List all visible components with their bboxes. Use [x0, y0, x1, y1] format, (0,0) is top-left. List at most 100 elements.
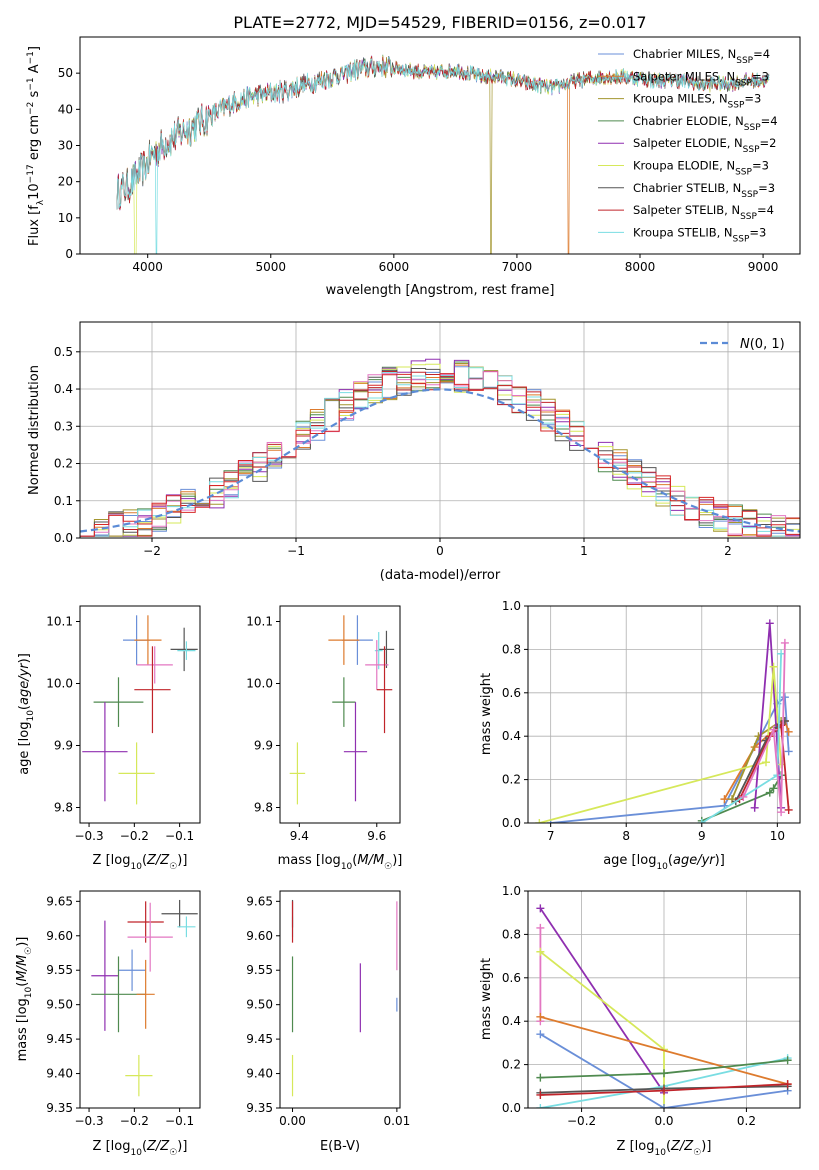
x-axis-label: wavelength [Angstrom, rest frame]	[326, 283, 555, 298]
y-tick-label: 0	[65, 247, 73, 261]
x-axis-label: age [log10(age/yr)]	[603, 853, 725, 872]
weight-line	[539, 666, 782, 823]
y-tick-label: 9.60	[46, 929, 73, 943]
x-tick-label: −0.2	[120, 829, 149, 843]
x-axis-label: Z [log10(Z/Z☉)]	[617, 1139, 712, 1158]
weight-marker	[769, 662, 778, 671]
legend-label: Kroupa ELODIE, NSSP=3	[633, 159, 769, 178]
y-tick-label: 9.55	[46, 963, 73, 977]
weight-marker	[536, 1073, 545, 1082]
panel-weight_vs_age: 7 8 9 10 0.0 0.2 0.4 0.6 0.8 1.0 age [log10(age/yr…	[479, 599, 801, 872]
weight-marker	[536, 947, 545, 956]
y-tick-label: 9.45	[246, 1032, 273, 1046]
plot-area	[291, 899, 398, 1097]
y-tick-label: 0.4	[502, 729, 521, 743]
weight-marker	[780, 717, 789, 726]
y-tick-label: 9.8	[254, 801, 273, 815]
weight-marker	[536, 1030, 545, 1039]
x-tick-label: 9.4	[290, 829, 309, 843]
axes-frame	[79, 890, 201, 1109]
x-tick-label: 0.2	[737, 1114, 756, 1128]
weight-marker	[536, 1104, 545, 1108]
weight-marker	[536, 1012, 545, 1021]
weight-line	[550, 695, 790, 823]
y-tick-label: 40	[58, 102, 73, 116]
x-tick-label: −0.1	[165, 829, 194, 843]
y-tick-label: 1.0	[502, 884, 521, 898]
weight-line	[539, 951, 665, 1108]
legend-label: Chabrier MILES, NSSP=4	[633, 47, 770, 66]
legend-label: Chabrier STELIB, NSSP=3	[633, 181, 775, 200]
y-tick-label: 9.50	[46, 998, 73, 1012]
panel-age_vs_Z: −0.3 −0.2 −0.1 9.8 9.9 10.0 10.1 Z [log10(Z/Z☉)…	[17, 605, 201, 872]
panel-weight_vs_Z: −0.2 0.0 0.2 0.0 0.2 0.4 0.6 0.8 1.0 Z [log10(Z/Z…	[479, 884, 801, 1158]
x-tick-label: 8	[622, 829, 630, 843]
weight-marker	[769, 725, 778, 734]
y-axis-label: Flux [fλ10−17 erg cm−2 s−1 A−1]	[26, 46, 46, 246]
y-axis-label: mass weight	[479, 673, 494, 755]
x-axis-label: (data-model)/error	[380, 568, 501, 583]
y-tick-label: 9.9	[254, 739, 273, 753]
plot-area	[116, 54, 770, 254]
weight-marker	[536, 904, 545, 913]
weight-marker	[765, 619, 774, 628]
x-tick-label: 5000	[255, 260, 286, 274]
y-tick-label: 0.0	[54, 531, 73, 545]
y-tick-label: 10.0	[46, 677, 73, 691]
legend-label: Salpeter ELODIE, NSSP=2	[633, 136, 776, 155]
y-tick-label: 0.8	[502, 642, 521, 656]
weight-line	[742, 642, 786, 813]
y-tick-label: 9.35	[46, 1101, 73, 1115]
plot-area	[536, 904, 792, 1108]
x-tick-label: 0.01	[384, 1114, 411, 1128]
weight-marker	[777, 808, 786, 817]
y-tick-label: 1.0	[502, 599, 521, 613]
weight-line	[540, 1016, 788, 1085]
axes-frame	[279, 605, 401, 824]
y-tick-label: 0.2	[502, 1058, 521, 1072]
y-tick-label: 0.1	[54, 494, 73, 508]
y-tick-label: 0.3	[54, 419, 73, 433]
y-tick-label: 9.65	[46, 894, 73, 908]
x-tick-label: −0.2	[120, 1114, 149, 1128]
weight-marker	[780, 693, 789, 702]
weight-line	[701, 774, 782, 822]
plot-area	[289, 615, 395, 805]
y-tick-label: 9.8	[54, 801, 73, 815]
weight-marker	[697, 819, 706, 823]
y-axis-label: Normed distribution	[27, 365, 42, 495]
panel-mass_vs_ebv: 0.00 0.01 9.35 9.40 9.45 9.50 9.55 9.60 9.65 E(B-…	[246, 890, 411, 1154]
weight-line	[539, 1033, 788, 1108]
y-tick-label: 0.6	[502, 971, 521, 985]
y-tick-label: 30	[58, 139, 73, 153]
plot-area	[82, 615, 198, 805]
panel-residuals: −2 −1 0 1 2 0.0 0.1 0.2 0.3 0.4 0.5 N(0, 1) (data-mo…	[27, 321, 801, 583]
weight-marker	[720, 795, 729, 804]
x-tick-label: 1	[580, 544, 588, 558]
weight-marker	[750, 803, 759, 812]
y-axis-label: mass [log10(M/M☉)]	[15, 937, 34, 1062]
y-axis-label: mass weight	[479, 958, 494, 1040]
weight-marker	[784, 747, 793, 756]
y-tick-label: 9.45	[46, 1032, 73, 1046]
x-tick-label: 0.00	[279, 1114, 306, 1128]
x-tick-label: −0.1	[165, 1114, 194, 1128]
x-axis-label: mass [log10(M/M☉)]	[278, 853, 403, 872]
legend-label: Chabrier ELODIE, NSSP=4	[633, 114, 778, 133]
spectrum-line	[116, 56, 770, 254]
x-tick-label: −0.2	[567, 1114, 596, 1128]
axes-frame	[527, 605, 801, 824]
x-tick-label: −2	[143, 544, 161, 558]
x-tick-label: 0.0	[654, 1114, 673, 1128]
weight-line	[738, 723, 790, 811]
weight-marker	[780, 638, 789, 647]
plot-area	[91, 899, 198, 1097]
weight-marker	[660, 1104, 668, 1108]
weight-marker	[784, 805, 793, 814]
weight-marker	[660, 1086, 668, 1095]
x-tick-label: 0	[436, 544, 444, 558]
weight-marker	[536, 923, 545, 932]
y-tick-label: 0.4	[502, 1014, 521, 1028]
y-tick-label: 0.4	[54, 382, 73, 396]
